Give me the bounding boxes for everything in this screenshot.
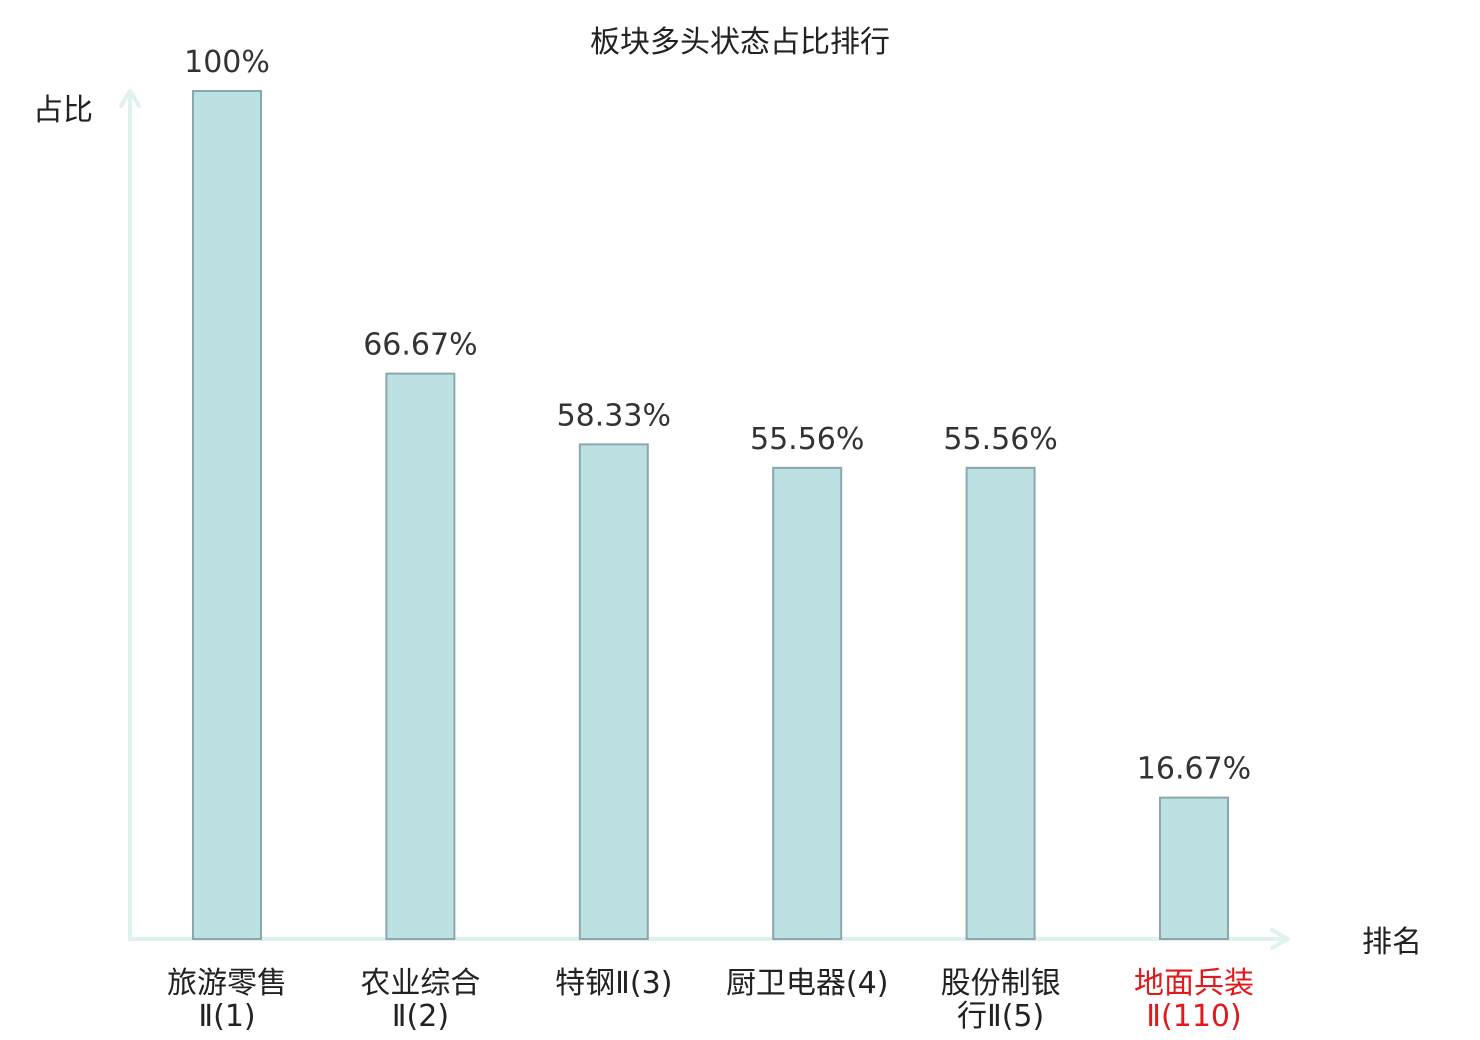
category-label-line: Ⅱ(110)	[1146, 999, 1241, 1034]
value-labels-group: 100% 66.67% 58.33% 55.56% 55.56% 16.67%	[184, 45, 1251, 787]
category-label-line: 地面兵装	[1134, 966, 1254, 1001]
category-label-4: 厨卫电器(4)	[726, 966, 889, 1001]
chart-title: 板块多头状态占比排行	[590, 25, 890, 60]
bar-5	[965, 466, 1036, 940]
category-label-line: 特钢Ⅱ(3)	[555, 966, 672, 1001]
bar-3	[578, 443, 649, 940]
category-label-1: 旅游零售 Ⅱ(1)	[167, 966, 287, 1034]
y-axis-label: 占比	[33, 93, 93, 128]
bars-group	[192, 90, 1229, 941]
value-label-1: 100%	[184, 45, 270, 80]
category-label-line: 旅游零售	[167, 966, 287, 1001]
category-label-line: Ⅱ(1)	[198, 999, 255, 1034]
value-label-4: 55.56%	[750, 422, 864, 457]
bar-4	[772, 466, 843, 940]
bar-2	[385, 372, 456, 940]
bar-1	[192, 90, 262, 940]
category-label-line: 厨卫电器(4)	[726, 966, 889, 1001]
x-axis-label: 排名	[1362, 925, 1422, 960]
category-label-line: 农业综合	[360, 966, 480, 1001]
y-axis-arrow	[119, 89, 141, 108]
category-label-3: 特钢Ⅱ(3)	[555, 966, 672, 1001]
category-label-line: 行Ⅱ(5)	[957, 999, 1044, 1034]
category-label-line: Ⅱ(2)	[392, 999, 449, 1034]
category-label-5: 股份制银行Ⅱ(5)	[941, 966, 1061, 1034]
category-label-2: 农业综合 Ⅱ(2)	[360, 966, 480, 1034]
value-label-3: 58.33%	[557, 398, 671, 433]
axes	[119, 89, 1290, 950]
category-label-line: 股份制银	[941, 966, 1061, 1001]
bar-6	[1159, 796, 1229, 941]
category-labels-group: 旅游零售 Ⅱ(1) 农业综合 Ⅱ(2) 特钢Ⅱ(3) 厨卫电器(4) 股份制银行Ⅱ(5) 地面…	[167, 966, 1254, 1034]
x-axis-arrow	[1270, 928, 1290, 950]
value-label-5: 55.56%	[943, 422, 1057, 457]
value-label-6: 16.67%	[1137, 752, 1251, 787]
value-label-2: 66.67%	[363, 328, 477, 363]
category-label-6: 地面兵装 Ⅱ(110)	[1134, 966, 1254, 1034]
